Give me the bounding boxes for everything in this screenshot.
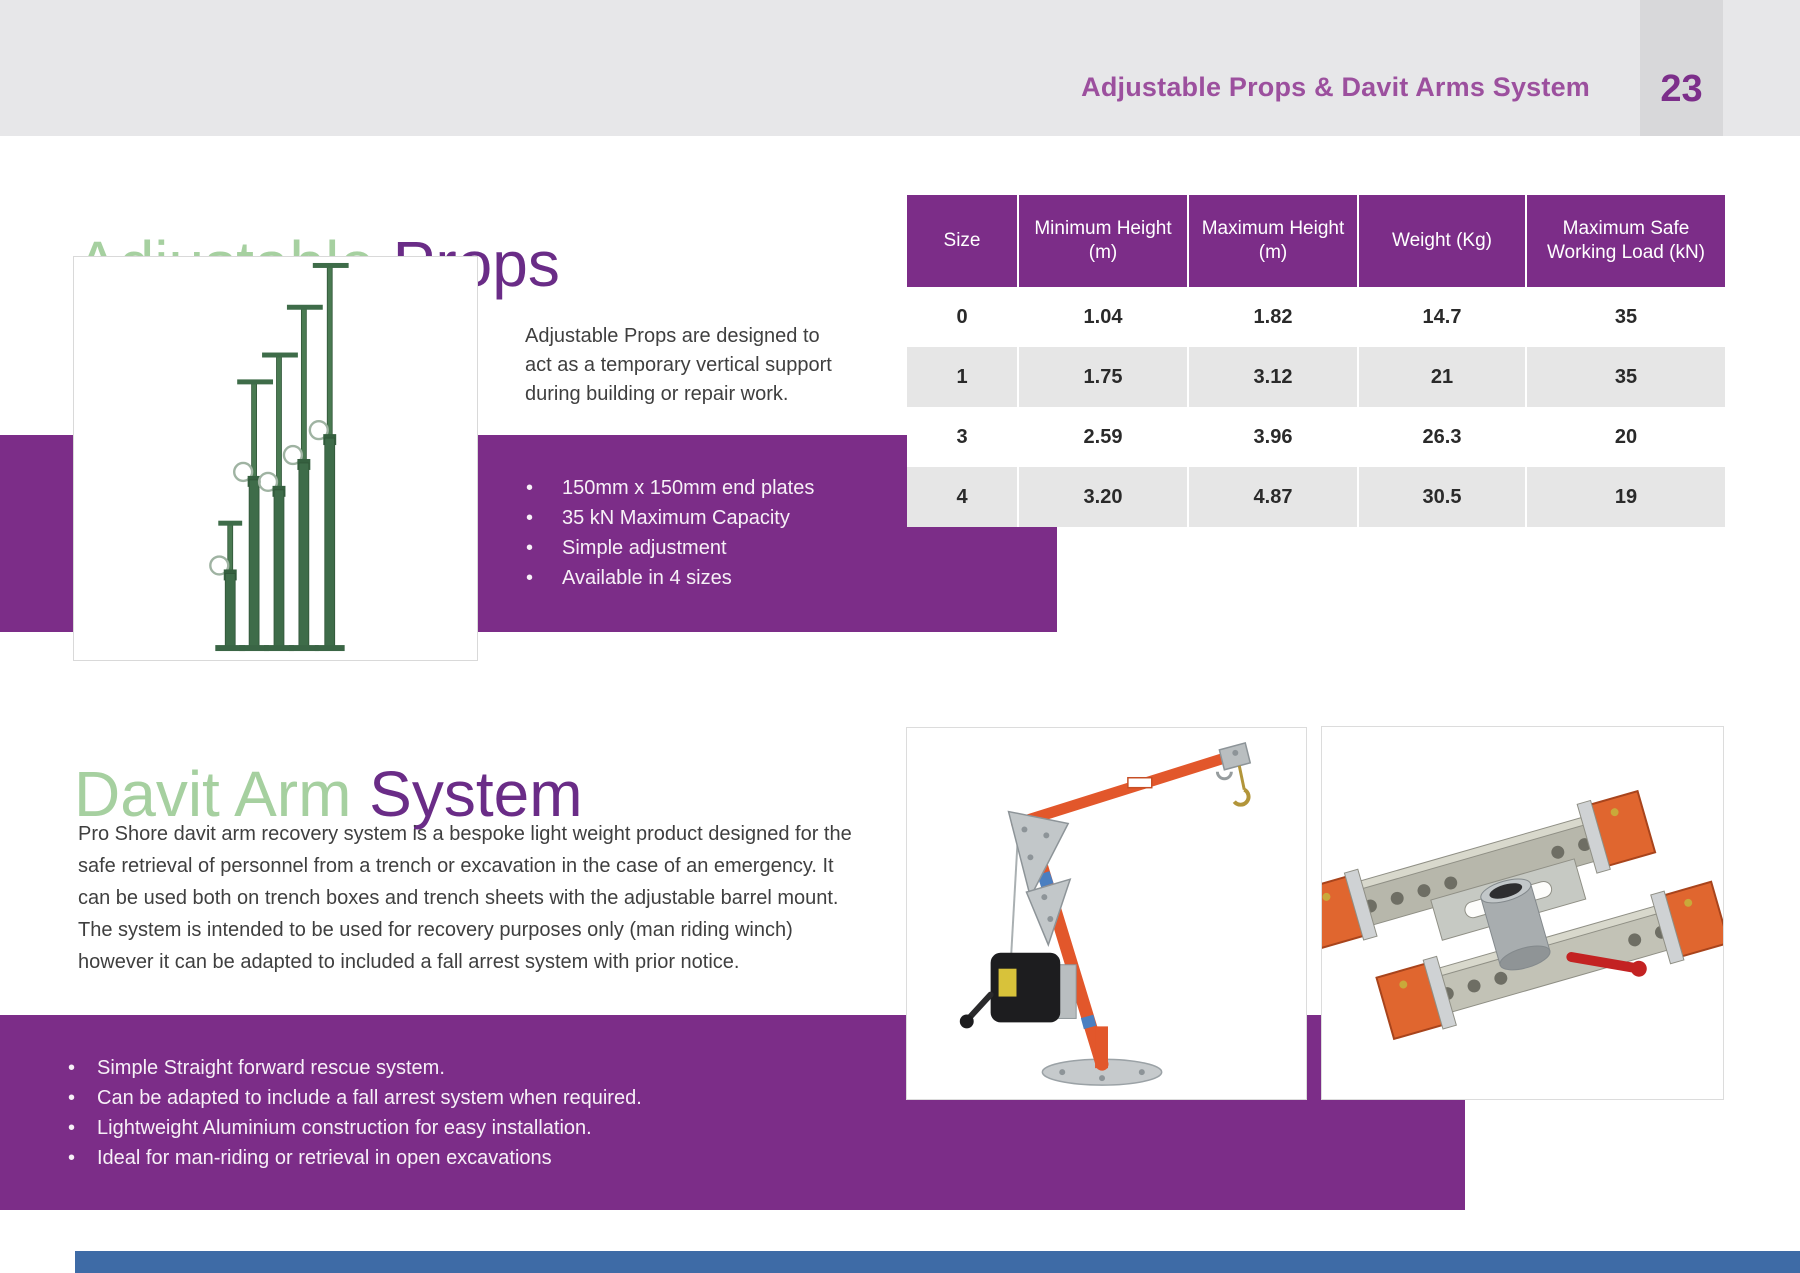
description-line: act as a temporary vertical support	[525, 354, 832, 376]
table-cell: 20	[1525, 407, 1725, 467]
props-spec-table: Size Minimum Height (m) Maximum Height (m)…	[907, 195, 1725, 527]
davit-bullet: Lightweight Aluminium construction for e…	[64, 1113, 642, 1143]
table-cell: 26.3	[1357, 407, 1525, 467]
table-cell: 1.04	[1017, 287, 1187, 347]
davit-product-image	[906, 727, 1307, 1100]
table-cell: 2.59	[1017, 407, 1187, 467]
table-cell: 1.75	[1017, 347, 1187, 407]
table-cell: 3	[956, 425, 968, 448]
props-bullet: Simple adjustment	[522, 533, 814, 563]
props-product-image	[73, 256, 478, 661]
spec-table-body: 0 1.04 1.82 14.7 35 1 1.75 3.12 21 35 3 2.59 3.96 26.…	[907, 287, 1725, 527]
table-cell: 3.96	[1187, 407, 1357, 467]
header-bar: Adjustable Props & Davit Arms System 23	[0, 0, 1800, 136]
davit-arm-crane-illustration	[959, 742, 1252, 1086]
paragraph-line: however it can be adapted to included a …	[78, 951, 740, 973]
paragraph-line: safe retrieval of personnel from a trenc…	[78, 855, 834, 877]
adjustable-props-illustration	[209, 262, 349, 652]
table-cell: 0	[956, 305, 968, 328]
table-cell: 3.20	[1017, 467, 1187, 527]
davit-bullet: Simple Straight forward rescue system.	[64, 1053, 642, 1083]
description-line: Adjustable Props are designed to	[525, 325, 820, 347]
paragraph-line: can be used both on trench boxes and tre…	[78, 887, 839, 909]
table-cell: 35	[1525, 287, 1725, 347]
davit-section-title: Davit Arm System	[74, 762, 583, 826]
table-row: 4 3.20 4.87 30.5 19	[907, 467, 1725, 527]
davit-paragraph: Pro Shore davit arm recovery system is a…	[78, 818, 852, 978]
davit-title-accent: Davit Arm	[74, 757, 370, 830]
props-description: Adjustable Props are designed to act as a…	[525, 322, 832, 409]
table-cell: 35	[1525, 347, 1725, 407]
props-bullet-list: 150mm x 150mm end plates35 kN Maximum Ca…	[522, 473, 814, 593]
props-bullet: 150mm x 150mm end plates	[522, 473, 814, 503]
barrel-mount-product-image	[1321, 726, 1724, 1100]
davit-title-main: System	[369, 757, 583, 830]
table-row: 3 2.59 3.96 26.3 20	[907, 407, 1725, 467]
column-header: Size	[907, 195, 1017, 287]
description-line: during building or repair work.	[525, 383, 789, 405]
davit-bullet-list: Simple Straight forward rescue system.Ca…	[64, 1053, 642, 1173]
header-title: Adjustable Props & Davit Arms System	[1081, 72, 1590, 102]
page-number: 23	[1660, 67, 1703, 110]
table-cell: 4.87	[1187, 467, 1357, 527]
table-cell: 14.7	[1357, 287, 1525, 347]
props-bullet: Available in 4 sizes	[522, 563, 814, 593]
props-bullet: 35 kN Maximum Capacity	[522, 503, 814, 533]
table-cell: 1.82	[1187, 287, 1357, 347]
page-number-strip: 23	[1640, 0, 1723, 136]
column-header: Weight (Kg)	[1357, 195, 1525, 287]
table-cell: 4	[956, 485, 968, 508]
table-cell: 30.5	[1357, 467, 1525, 527]
table-cell: 1	[956, 365, 968, 388]
column-header: Maximum Height (m)	[1187, 195, 1357, 287]
adjustable-barrel-mount-illustration	[1322, 789, 1723, 1041]
table-row: 0 1.04 1.82 14.7 35	[907, 287, 1725, 347]
paragraph-line: The system is intended to be used for re…	[78, 919, 793, 941]
paragraph-line: Pro Shore davit arm recovery system is a…	[78, 823, 852, 845]
column-header: Maximum Safe Working Load (kN)	[1525, 195, 1725, 287]
davit-bullet: Can be adapted to include a fall arrest …	[64, 1083, 642, 1113]
table-row: 1 1.75 3.12 21 35	[907, 347, 1725, 407]
footer-blue-bar	[75, 1251, 1800, 1273]
spec-table-header-row: Size Minimum Height (m) Maximum Height (m)…	[907, 195, 1725, 287]
davit-bullet: Ideal for man-riding or retrieval in ope…	[64, 1143, 642, 1173]
table-cell: 21	[1357, 347, 1525, 407]
column-header: Minimum Height (m)	[1017, 195, 1187, 287]
table-cell: 19	[1525, 467, 1725, 527]
table-cell: 3.12	[1187, 347, 1357, 407]
